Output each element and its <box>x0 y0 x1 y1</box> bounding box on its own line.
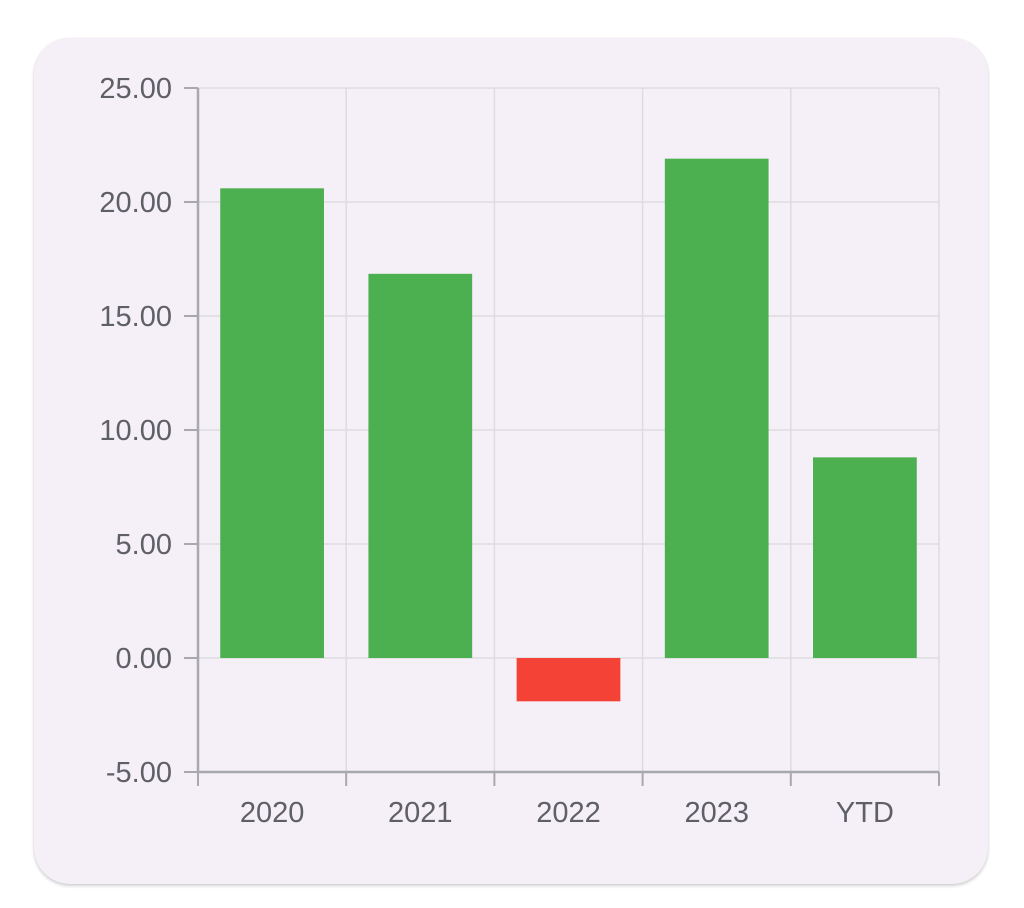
y-tick-label: 25.00 <box>99 73 172 105</box>
y-tick-label: 0.00 <box>116 643 172 675</box>
x-tick-label: 2020 <box>240 797 305 829</box>
tick-labels: -5.00 0.00 5.00 10.00 15.00 20.00 25.00 2020 202… <box>99 73 893 829</box>
bar-2022 <box>516 658 621 702</box>
x-tick-label: 2022 <box>536 797 601 829</box>
bar-2021 <box>368 273 473 658</box>
axes <box>184 87 940 786</box>
y-tick-label: -5.00 <box>106 757 172 789</box>
y-tick-label: 10.00 <box>99 415 172 447</box>
bars <box>220 158 917 702</box>
y-tick-label: 15.00 <box>99 301 172 333</box>
bar-2023 <box>664 158 769 658</box>
x-tick-label: 2021 <box>388 797 453 829</box>
y-tick-label: 20.00 <box>99 187 172 219</box>
x-tick-label: YTD <box>836 797 894 829</box>
x-tick-label: 2023 <box>684 797 749 829</box>
bar-2020 <box>220 188 324 658</box>
y-tick-label: 5.00 <box>116 529 172 561</box>
bar-ytd <box>813 457 917 658</box>
